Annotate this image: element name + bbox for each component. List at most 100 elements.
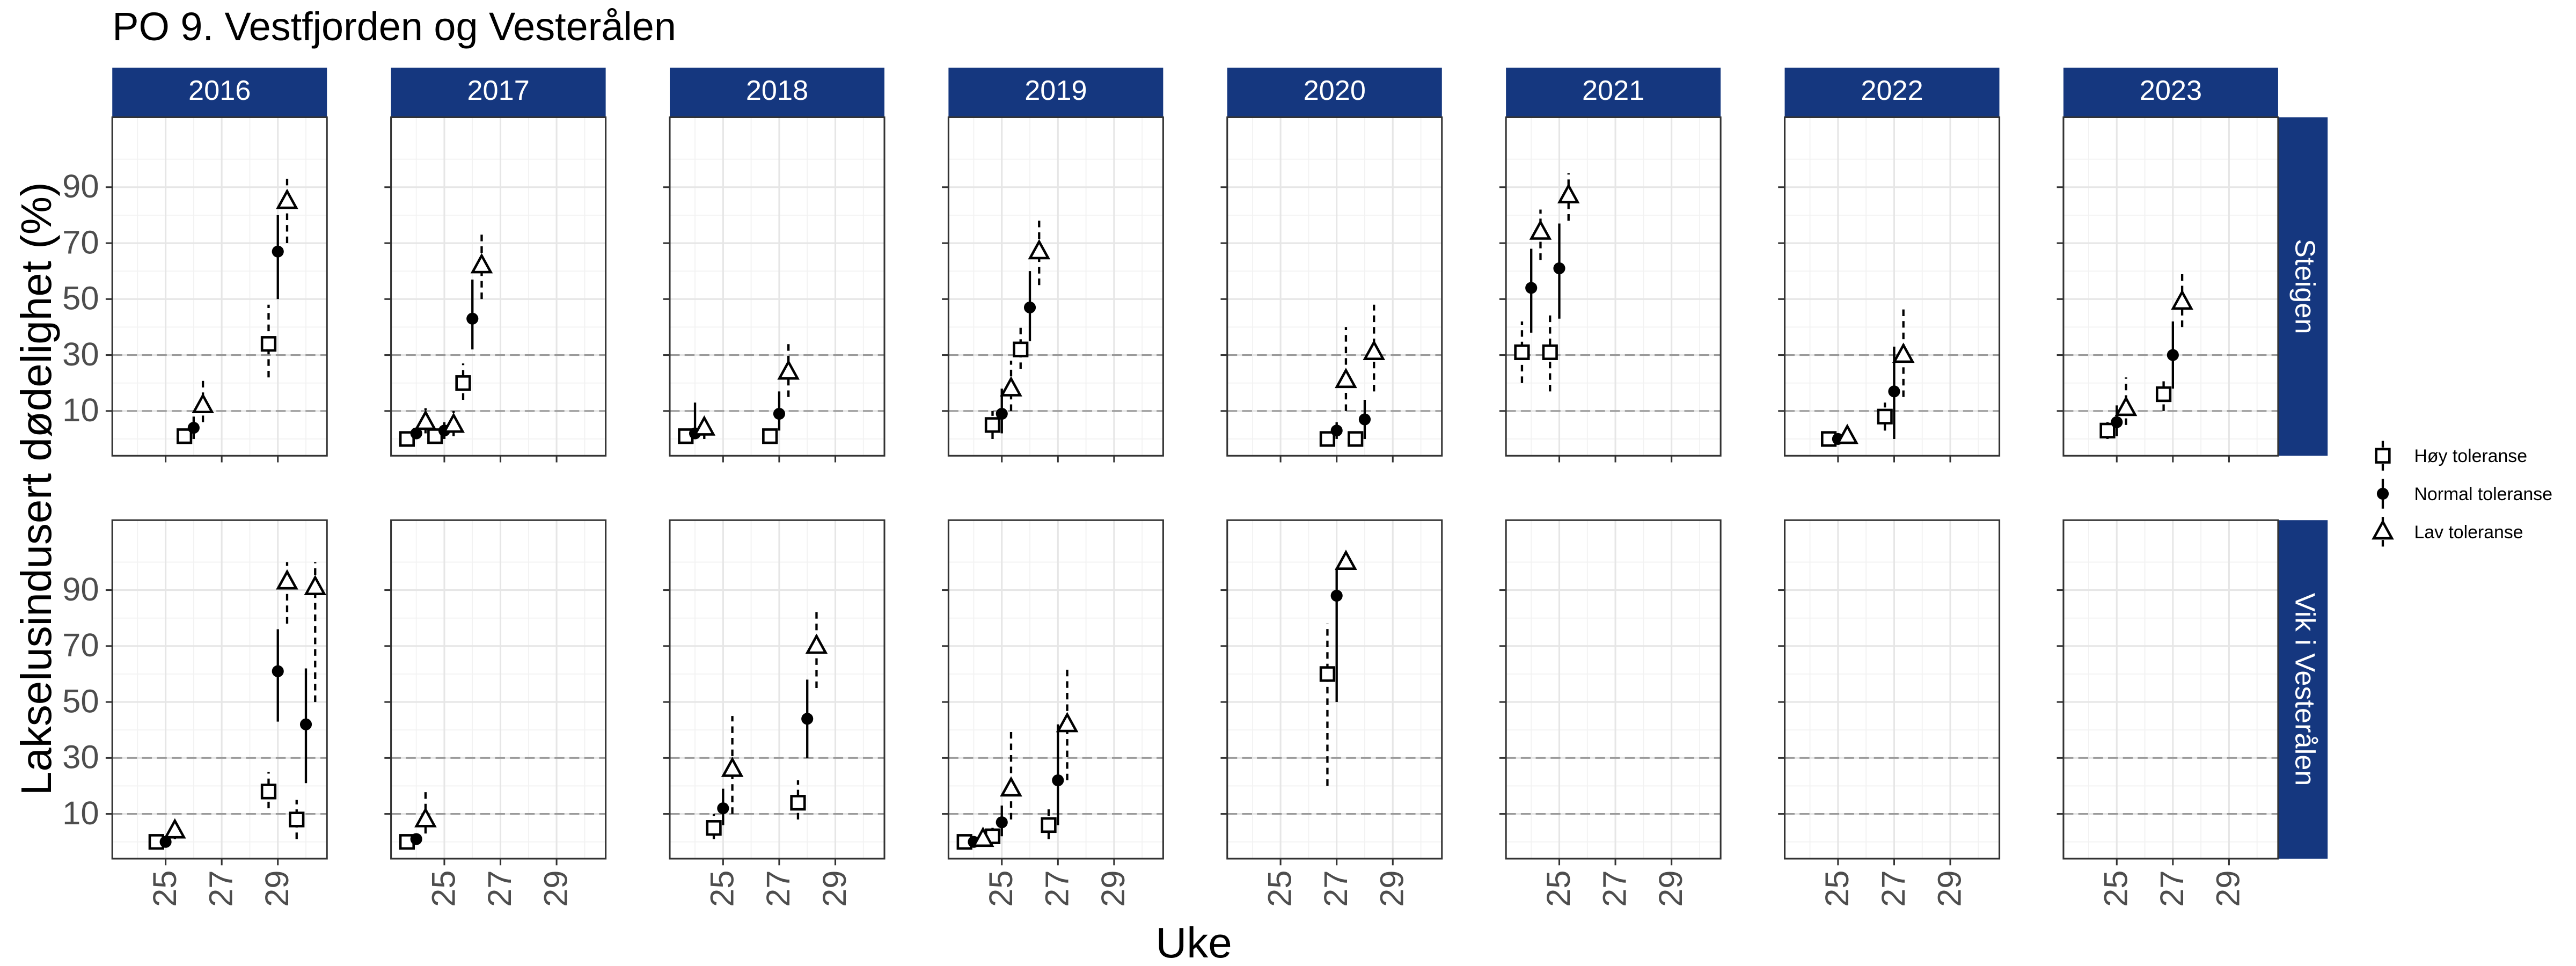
y-tick-label: 50: [62, 683, 99, 720]
chart-title: PO 9. Vestfjorden og Vesterålen: [112, 4, 676, 49]
data-point: [159, 836, 172, 848]
data-point: [996, 407, 1008, 420]
data-point: [304, 575, 327, 595]
data-point: [1529, 219, 1552, 240]
data-point: [414, 409, 437, 430]
panel-border: [2062, 519, 2279, 860]
data-point: [1028, 239, 1051, 260]
y-axis-label: Lakselusindusert dødelighet (%): [12, 182, 60, 795]
y-tick-label: 10: [62, 795, 99, 832]
data-point: [777, 359, 800, 380]
y-tick-label: 90: [62, 168, 99, 205]
column-strip-label: 2017: [467, 75, 529, 106]
data-point: [2114, 396, 2138, 416]
x-tick-label: 25: [1261, 870, 1298, 907]
data-point: [1319, 431, 1336, 447]
panel-border: [1784, 519, 2001, 860]
row-strip: [2278, 520, 2328, 859]
data-point: [971, 826, 994, 847]
data-point: [1542, 344, 1558, 360]
data-point: [1892, 342, 1915, 363]
panel-background: [112, 117, 327, 456]
x-tick-label: 27: [1875, 870, 1912, 907]
data-point: [260, 336, 277, 352]
data-point: [1330, 589, 1343, 602]
panel-background: [112, 520, 327, 859]
x-axis-label: Uke: [1155, 919, 1232, 966]
column-strip: [670, 68, 884, 118]
y-tick-label: 10: [62, 392, 99, 429]
data-point: [1041, 817, 1057, 833]
panel-border: [111, 116, 328, 457]
x-tick-label: 27: [1039, 870, 1076, 907]
x-tick-label: 29: [259, 870, 296, 907]
panel-border: [1505, 519, 1722, 860]
x-tick-label: 25: [704, 870, 741, 907]
data-point: [721, 756, 744, 777]
data-point: [470, 253, 493, 274]
panel-background: [1506, 117, 1721, 456]
data-point: [762, 428, 778, 444]
y-tick-label: 50: [62, 280, 99, 317]
column-strip: [1227, 68, 1442, 118]
data-point: [1319, 666, 1336, 682]
column-strip: [1506, 68, 1721, 118]
data-point: [2099, 422, 2116, 438]
legend-label: Normal toleranse: [2414, 484, 2552, 504]
column-strip-label: 2018: [746, 75, 808, 106]
x-tick-label: 27: [1596, 870, 1633, 907]
data-point: [276, 188, 298, 209]
column-strip: [1784, 68, 2000, 118]
legend-marker: [2372, 519, 2394, 540]
data-point: [276, 569, 298, 590]
panel-border: [669, 519, 885, 860]
x-tick-label: 27: [202, 870, 239, 907]
panel-background: [391, 117, 606, 456]
panel-border: [2062, 116, 2279, 457]
panel-border: [1226, 519, 1443, 860]
y-tick-label: 30: [62, 336, 99, 373]
data-point: [1000, 776, 1022, 797]
data-point: [1335, 368, 1357, 389]
panel-background: [670, 117, 884, 456]
data-point: [773, 407, 785, 420]
panel-background: [2063, 117, 2278, 456]
x-tick-label: 27: [1318, 870, 1355, 907]
data-point: [1525, 282, 1538, 294]
data-point: [164, 818, 186, 839]
y-tick-label: 70: [62, 224, 99, 261]
data-point: [455, 375, 471, 391]
data-point: [1330, 425, 1343, 437]
legend-marker: [2376, 487, 2389, 500]
panel-border: [1505, 116, 1722, 457]
data-point: [2111, 416, 2123, 428]
row-strip: [2278, 117, 2328, 456]
data-point: [706, 820, 722, 836]
data-point: [2171, 289, 2193, 310]
data-point: [187, 422, 200, 434]
column-strip: [112, 68, 327, 118]
column-strip: [948, 68, 1163, 118]
data-point: [1056, 712, 1079, 733]
data-point: [801, 713, 814, 725]
data-point: [1335, 550, 1357, 570]
panel-border: [669, 116, 885, 457]
x-tick-label: 27: [760, 870, 797, 907]
y-tick-label: 90: [62, 571, 99, 608]
y-tick-label: 70: [62, 627, 99, 664]
panel-border: [1784, 116, 2001, 457]
column-strip-label: 2022: [1861, 75, 1923, 106]
data-point: [414, 807, 437, 828]
panel-background: [670, 520, 884, 859]
panel-background: [1227, 520, 1442, 859]
x-tick-label: 25: [983, 870, 1020, 907]
data-point: [442, 412, 465, 433]
x-tick-label: 29: [1374, 870, 1411, 907]
data-point: [984, 417, 1001, 433]
data-point: [1836, 423, 1858, 444]
column-strip-label: 2016: [188, 75, 251, 106]
data-point: [299, 718, 312, 730]
panel-border: [1226, 116, 1443, 457]
